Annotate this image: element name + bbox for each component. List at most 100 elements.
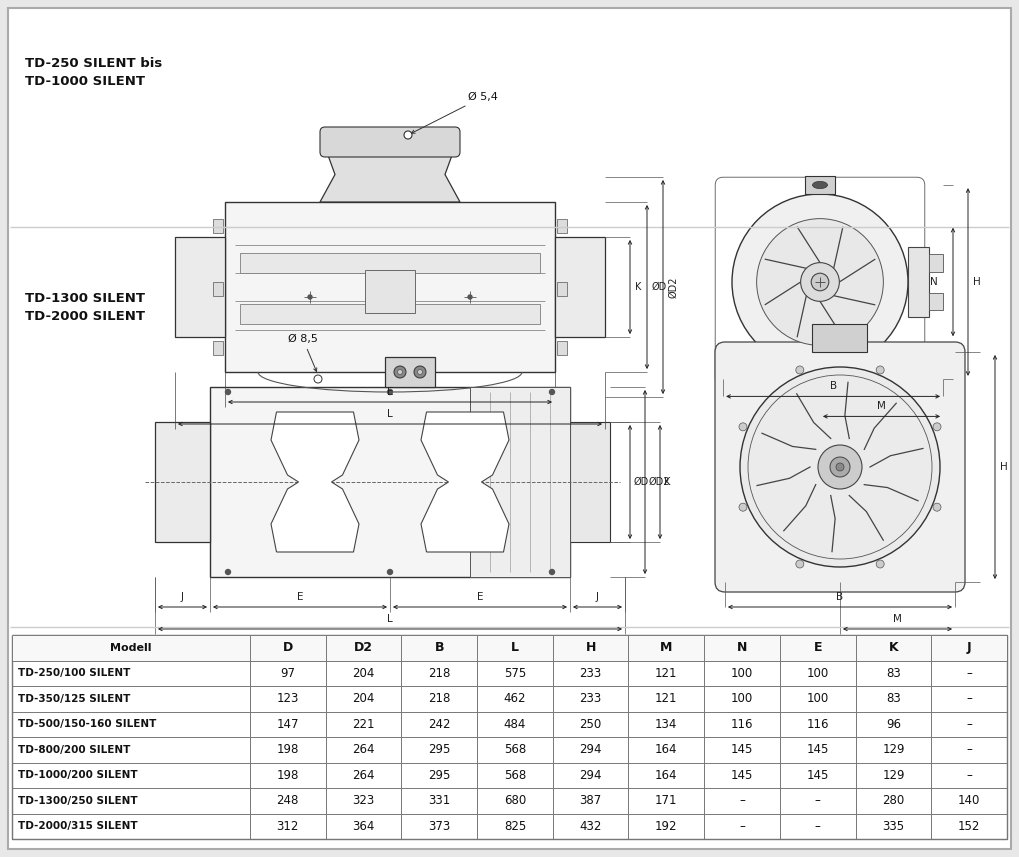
Text: –: –	[739, 794, 745, 807]
Text: 204: 204	[353, 692, 375, 705]
PathPatch shape	[271, 412, 359, 552]
Text: 312: 312	[276, 820, 299, 833]
Bar	[385, 357, 435, 387]
Bar	[555, 237, 605, 337]
Text: 218: 218	[428, 667, 450, 680]
Text: H: H	[1000, 462, 1008, 472]
Text: 204: 204	[353, 667, 375, 680]
Text: 484: 484	[503, 718, 526, 731]
Text: 121: 121	[655, 667, 678, 680]
Text: J: J	[596, 592, 599, 602]
Text: 568: 568	[503, 743, 526, 756]
Circle shape	[757, 219, 883, 345]
Text: K: K	[889, 641, 899, 654]
Bar	[225, 202, 555, 372]
Text: 680: 680	[503, 794, 526, 807]
Circle shape	[876, 560, 884, 568]
Text: 171: 171	[655, 794, 678, 807]
Text: 432: 432	[580, 820, 602, 833]
Text: K: K	[635, 282, 641, 292]
Text: 100: 100	[731, 692, 753, 705]
Text: TD-250/100 SILENT: TD-250/100 SILENT	[18, 668, 130, 678]
Text: B: B	[434, 641, 444, 654]
Text: 152: 152	[958, 820, 980, 833]
Bar	[210, 387, 570, 577]
Circle shape	[397, 369, 403, 375]
Text: –: –	[739, 820, 745, 833]
Text: 164: 164	[655, 743, 678, 756]
Text: 129: 129	[882, 743, 905, 756]
Text: 83: 83	[887, 692, 901, 705]
Bar	[240, 304, 540, 325]
Polygon shape	[320, 147, 460, 202]
Text: TD-1300 SILENT: TD-1300 SILENT	[25, 292, 145, 305]
Text: 83: 83	[887, 667, 901, 680]
Bar	[908, 247, 929, 317]
Text: 233: 233	[580, 692, 602, 705]
Text: 192: 192	[655, 820, 678, 833]
Circle shape	[414, 366, 426, 378]
Text: L: L	[387, 409, 393, 419]
Circle shape	[387, 389, 392, 394]
Circle shape	[933, 423, 941, 431]
Text: K: K	[664, 477, 671, 487]
Bar	[213, 341, 223, 355]
Text: B: B	[837, 592, 844, 602]
Circle shape	[418, 369, 423, 375]
Bar	[12, 635, 1007, 839]
Bar	[240, 253, 540, 273]
Text: E: E	[297, 592, 304, 602]
Text: 198: 198	[276, 769, 299, 782]
Text: 147: 147	[276, 718, 299, 731]
Text: 323: 323	[353, 794, 375, 807]
Circle shape	[404, 131, 412, 139]
Text: –: –	[966, 743, 972, 756]
Circle shape	[796, 560, 804, 568]
Bar	[805, 176, 835, 194]
Text: 134: 134	[655, 718, 678, 731]
Text: 198: 198	[276, 743, 299, 756]
Text: TD-350/125 SILENT: TD-350/125 SILENT	[18, 694, 130, 704]
Text: M: M	[660, 641, 673, 654]
Text: 264: 264	[353, 769, 375, 782]
Text: 123: 123	[276, 692, 299, 705]
Bar	[470, 387, 570, 577]
Text: D: D	[282, 641, 292, 654]
Bar	[213, 219, 223, 232]
Text: 100: 100	[807, 692, 828, 705]
Text: J: J	[967, 641, 971, 654]
Text: 335: 335	[882, 820, 905, 833]
Text: ØD2: ØD2	[649, 477, 671, 487]
Text: 575: 575	[503, 667, 526, 680]
Text: –: –	[966, 769, 972, 782]
Circle shape	[732, 194, 908, 370]
FancyBboxPatch shape	[320, 127, 460, 157]
Bar	[175, 237, 225, 337]
Text: 825: 825	[503, 820, 526, 833]
Circle shape	[549, 570, 554, 574]
Bar	[12, 635, 1007, 661]
Circle shape	[549, 389, 554, 394]
Circle shape	[739, 503, 747, 511]
Bar	[213, 282, 223, 296]
Bar	[155, 422, 210, 542]
Text: 264: 264	[353, 743, 375, 756]
Text: 140: 140	[958, 794, 980, 807]
Text: J: J	[181, 592, 184, 602]
FancyBboxPatch shape	[715, 342, 965, 592]
Text: –: –	[966, 692, 972, 705]
Circle shape	[796, 366, 804, 374]
Text: 116: 116	[806, 718, 829, 731]
Text: TD-1000 SILENT: TD-1000 SILENT	[25, 75, 145, 88]
Text: L: L	[387, 614, 393, 624]
Text: 294: 294	[580, 769, 602, 782]
Text: 145: 145	[731, 769, 753, 782]
Text: –: –	[815, 820, 820, 833]
Text: 248: 248	[276, 794, 299, 807]
Text: 221: 221	[353, 718, 375, 731]
Text: 250: 250	[580, 718, 602, 731]
Circle shape	[801, 262, 840, 302]
Text: TD-1000/200 SILENT: TD-1000/200 SILENT	[18, 770, 138, 780]
Bar	[570, 422, 610, 542]
Text: TD-2000/315 SILENT: TD-2000/315 SILENT	[18, 821, 138, 831]
